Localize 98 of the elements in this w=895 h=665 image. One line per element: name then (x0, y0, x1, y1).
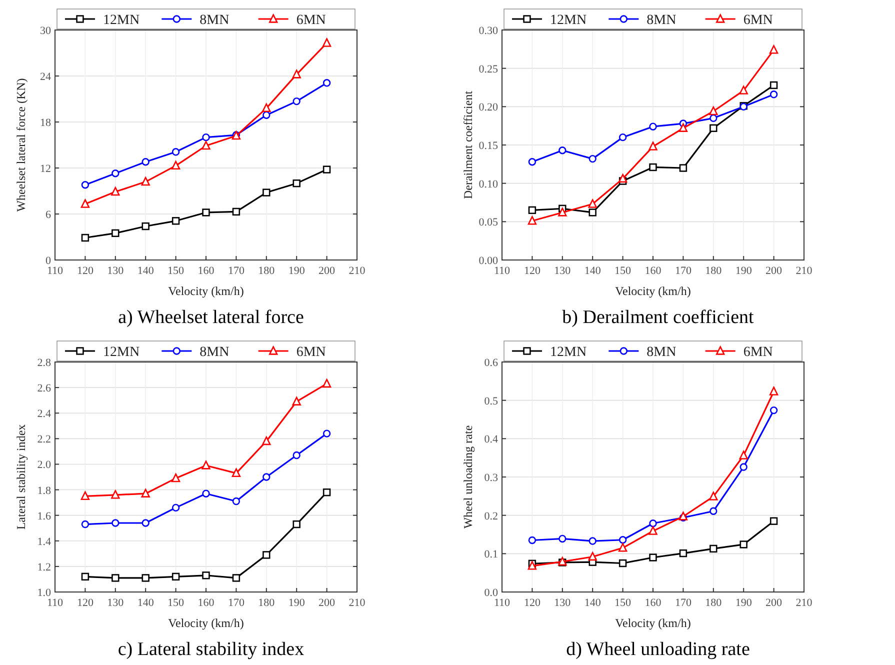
x-tick-label: 160 (198, 265, 215, 277)
y-tick-label: 0.3 (484, 472, 498, 484)
x-tick-label: 140 (137, 597, 154, 609)
legend-label: 6MN (296, 345, 326, 360)
y-tick-label: 0.25 (478, 63, 498, 76)
x-tick-label: 120 (76, 265, 94, 277)
x-tick-label: 130 (554, 597, 572, 609)
legend-label: 12MN (550, 345, 587, 360)
x-tick-label: 160 (644, 597, 662, 609)
legend-label: 12MN (103, 345, 140, 360)
y-tick-label: 0.05 (478, 216, 498, 229)
y-tick-label: 2.4 (37, 408, 52, 420)
x-tick-label: 110 (46, 597, 64, 609)
y-tick-label: 1.6 (37, 510, 52, 522)
x-tick-label: 150 (614, 597, 632, 609)
x-tick-label: 150 (614, 265, 632, 277)
x-tick-label: 210 (796, 597, 813, 609)
x-tick-label: 110 (494, 597, 511, 609)
y-tick-label: 0.20 (478, 102, 498, 114)
x-tick-label: 190 (288, 265, 306, 277)
legend-label: 12MN (550, 13, 587, 28)
x-tick-label: 190 (735, 265, 752, 277)
x-tick-label: 170 (674, 597, 692, 609)
x-tick-label: 180 (258, 265, 276, 277)
y-tick-label: 12 (40, 163, 51, 175)
y-tick-label: 0.10 (478, 178, 498, 190)
y-tick-label: 2.2 (37, 434, 51, 446)
y-tick-label: 0.1 (484, 548, 498, 561)
legend-label: 6MN (296, 13, 326, 28)
y-tick-label: 0.15 (478, 140, 498, 152)
x-tick-label: 190 (735, 597, 752, 609)
x-tick-label: 130 (107, 597, 124, 609)
x-tick-label: 130 (554, 265, 572, 277)
y-tick-label: 0.6 (484, 357, 498, 369)
y-tick-label: 0.0 (484, 587, 498, 599)
y-tick-label: 2.0 (37, 459, 52, 472)
y-tick-label: 2.6 (37, 382, 52, 395)
x-tick-label: 140 (584, 265, 602, 277)
x-tick-label: 200 (766, 597, 783, 609)
x-tick-label: 110 (494, 265, 511, 277)
y-axis-title: Derailment coefficient (461, 90, 475, 200)
x-tick-label: 170 (228, 597, 245, 609)
x-tick-label: 200 (766, 265, 783, 277)
legend-label: 8MN (646, 345, 676, 360)
x-tick-label: 120 (76, 597, 94, 609)
x-tick-label: 160 (198, 597, 215, 609)
legend-label: 8MN (200, 13, 230, 28)
x-tick-label: 210 (348, 597, 366, 609)
x-tick-label: 200 (318, 597, 336, 609)
y-axis-title: Wheel unloading rate (461, 425, 475, 529)
legend-label: 8MN (646, 13, 676, 28)
x-tick-label: 150 (168, 597, 185, 609)
x-tick-label: 110 (46, 265, 64, 277)
x-tick-label: 120 (524, 597, 541, 609)
x-tick-label: 150 (168, 265, 185, 277)
y-tick-label: 18 (40, 117, 52, 129)
x-axis-title: Velocity (km/h) (615, 616, 691, 630)
x-tick-label: 180 (705, 597, 722, 609)
y-tick-label: 0.30 (478, 25, 498, 37)
y-tick-label: 1.8 (37, 484, 52, 497)
y-tick-label: 0.5 (484, 395, 498, 408)
y-tick-label: 0 (46, 255, 52, 267)
y-tick-label: 2.8 (37, 357, 52, 369)
x-tick-label: 180 (258, 597, 276, 609)
x-tick-label: 160 (644, 265, 662, 277)
text: b) Derailment coefficient (562, 307, 755, 328)
text: a) Wheelset lateral force (118, 307, 304, 328)
legend-label: 12MN (103, 13, 140, 28)
x-tick-label: 210 (348, 265, 366, 277)
x-axis-title: Velocity (km/h) (615, 284, 691, 298)
x-tick-label: 180 (705, 265, 722, 277)
text: c) Lateral stability index (118, 639, 305, 660)
x-tick-label: 170 (228, 265, 245, 277)
x-axis-title: Velocity (km/h) (168, 284, 244, 298)
x-tick-label: 130 (107, 265, 124, 277)
x-tick-label: 200 (318, 265, 336, 277)
y-tick-label: 0.00 (478, 255, 498, 267)
x-axis-title: Velocity (km/h) (168, 616, 244, 630)
legend-label: 6MN (743, 345, 773, 360)
legend-label: 6MN (743, 13, 773, 28)
y-tick-label: 6 (46, 209, 52, 221)
legend-label: 8MN (200, 345, 230, 360)
x-tick-label: 140 (137, 265, 154, 277)
x-tick-label: 140 (584, 597, 602, 609)
x-tick-label: 210 (796, 265, 813, 277)
text: d) Wheel unloading rate (566, 639, 750, 660)
y-tick-label: 1.2 (37, 561, 51, 574)
y-tick-label: 0.4 (484, 434, 498, 446)
y-tick-label: 1.4 (37, 536, 52, 548)
x-tick-label: 190 (288, 597, 306, 609)
x-tick-label: 120 (524, 265, 541, 277)
x-tick-label: 170 (674, 265, 692, 277)
y-tick-label: 0.2 (484, 510, 498, 522)
y-tick-label: 1.0 (37, 587, 52, 599)
y-axis-title: Lateral stability index (14, 424, 28, 530)
y-tick-label: 30 (40, 25, 52, 37)
y-tick-label: 24 (40, 71, 52, 83)
y-axis-title: Wheelset lateral force (KN) (14, 78, 28, 212)
